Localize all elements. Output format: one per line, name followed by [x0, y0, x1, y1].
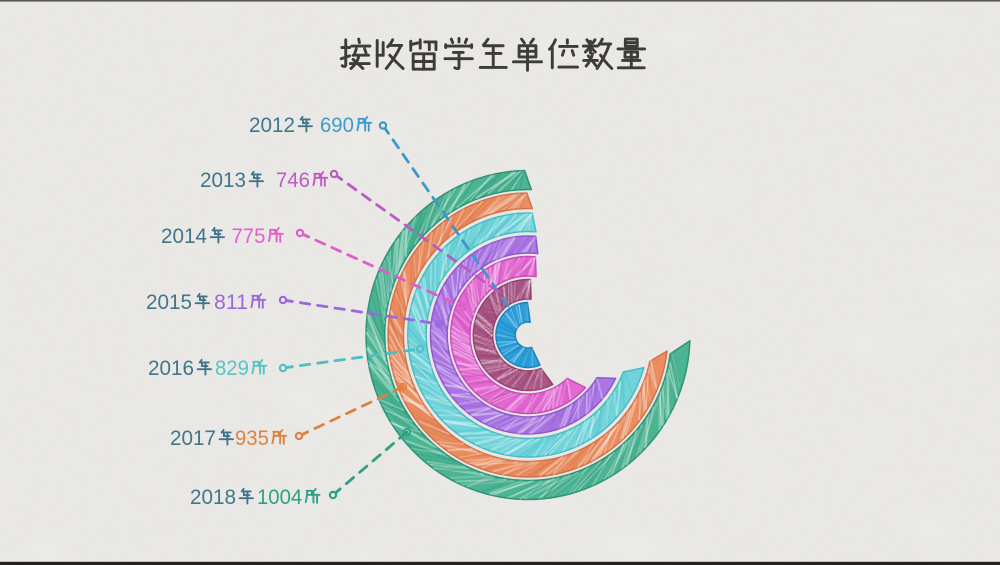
svg-text:2013: 2013: [200, 168, 246, 192]
svg-text:2018: 2018: [190, 485, 236, 509]
svg-text:746: 746: [276, 168, 310, 192]
svg-text:690: 690: [320, 113, 354, 137]
svg-text:935: 935: [235, 426, 269, 450]
svg-text:2014: 2014: [161, 224, 207, 248]
svg-text:2016: 2016: [148, 356, 194, 380]
svg-text:2017: 2017: [170, 426, 216, 450]
svg-text:829: 829: [215, 356, 249, 380]
svg-text:811: 811: [214, 290, 248, 314]
svg-text:775: 775: [232, 224, 266, 248]
svg-text:2012: 2012: [249, 113, 295, 137]
svg-text:2015: 2015: [146, 290, 192, 314]
svg-text:1004: 1004: [257, 485, 302, 509]
